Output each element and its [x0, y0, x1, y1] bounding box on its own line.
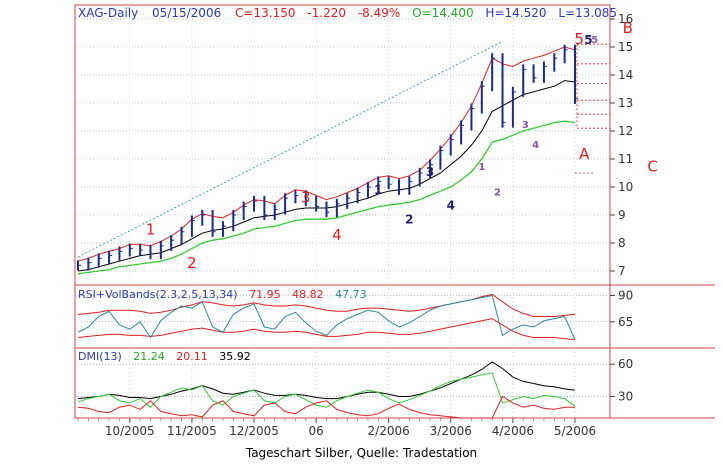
y-tick-label: 60	[618, 357, 633, 371]
wave-label: 3	[522, 120, 529, 131]
rsi-lower-band	[77, 318, 576, 341]
rsi-line	[77, 294, 576, 340]
dmi-value-3: 35.92	[219, 350, 251, 363]
header-open: O=14.400	[412, 6, 474, 20]
y-tick-label: 12	[618, 124, 633, 138]
wave-label: 2	[405, 212, 413, 226]
dmi-label: DMI(13)	[78, 350, 122, 363]
y-tick-label: 14	[618, 68, 633, 82]
wave-label: 5	[584, 33, 592, 47]
wave-label: B	[623, 19, 633, 37]
svg-text:XAG-Daily 05/15/2006 C: XAG-Daily 05/15/2006 C=13.150 -1.220 -8.…	[78, 6, 617, 20]
wave-label: A	[579, 145, 590, 163]
header-change-pct: -8.49%	[358, 6, 400, 20]
wave-label: 5	[574, 30, 584, 48]
x-tick-label: 3/2006	[430, 424, 472, 438]
x-tick-label: 11/2005	[167, 424, 217, 438]
y-tick-label: 10	[618, 180, 633, 194]
wave-label: 1	[146, 221, 156, 239]
x-tick-label: 10/2005	[105, 424, 155, 438]
dmi-value-1: 21.24	[133, 350, 165, 363]
wave-label: 5	[591, 35, 598, 46]
wave-label: 3	[426, 165, 434, 179]
y-tick-label: 13	[618, 96, 633, 110]
header-close: C=13.150	[235, 6, 295, 20]
dmi-panel	[77, 361, 576, 419]
dmi-value-2: 20.11	[176, 350, 208, 363]
y-tick-label: 30	[618, 389, 633, 403]
chart-caption: Tageschart Silber, Quelle: Tradestation	[245, 446, 478, 460]
x-tick-label: 12/2005	[229, 424, 279, 438]
rsi-value-2: 48.82	[292, 288, 324, 301]
middle-line	[77, 80, 576, 272]
y-tick-label: 11	[618, 152, 633, 166]
header-high: H=14.520	[485, 6, 546, 20]
rsi-panel	[77, 293, 576, 341]
lower-band-line	[77, 120, 576, 275]
y-tick-label: 15	[618, 40, 633, 54]
x-tick-label: 4/2006	[492, 424, 534, 438]
wave-label: 4	[447, 198, 455, 212]
svg-text:RSI+VolBands(2.3,2.5,13,34): RSI+VolBands(2.3,2.5,13,34) 71.95 48.82 …	[78, 288, 367, 301]
rsi-value-3: 47.73	[335, 288, 367, 301]
rsi-upper-band	[77, 293, 576, 317]
wave-label: 3	[301, 188, 311, 206]
wave-label: 2	[187, 254, 197, 272]
wave-label: 1	[374, 183, 382, 197]
trend-line	[77, 41, 503, 258]
dmi-plus-line	[77, 372, 576, 408]
y-tick-label: 7	[618, 264, 626, 278]
wave-label: 4	[532, 140, 539, 151]
rsi-label: RSI+VolBands(2.3,2.5,13,34)	[78, 288, 238, 301]
y-tick-label: 16	[618, 12, 633, 26]
wave-label: 2	[494, 187, 501, 198]
rsi-value-1: 71.95	[249, 288, 281, 301]
wave-label: 4	[332, 226, 342, 244]
x-tick-label: 06	[309, 424, 324, 438]
x-tick-label: 2/2006	[368, 424, 410, 438]
adx-line	[77, 361, 576, 400]
y-tick-label: 65	[618, 315, 633, 329]
y-tick-label: 9	[618, 208, 626, 222]
header-date: 05/15/2006	[152, 6, 221, 20]
svg-text:DMI(13) 21.24 20.11: DMI(13) 21.24 20.11 35.92	[78, 350, 251, 363]
y-tick-label: 8	[618, 236, 626, 250]
x-tick-label: 5/2006	[554, 424, 596, 438]
wave-label: 1	[478, 162, 485, 173]
header-change: -1.220	[307, 6, 346, 20]
header-symbol: XAG-Daily	[78, 6, 138, 20]
header-low: L=13.085	[558, 6, 617, 20]
chart-frame	[74, 4, 715, 419]
wave-label: C	[647, 158, 657, 176]
y-tick-label: 90	[618, 289, 633, 303]
